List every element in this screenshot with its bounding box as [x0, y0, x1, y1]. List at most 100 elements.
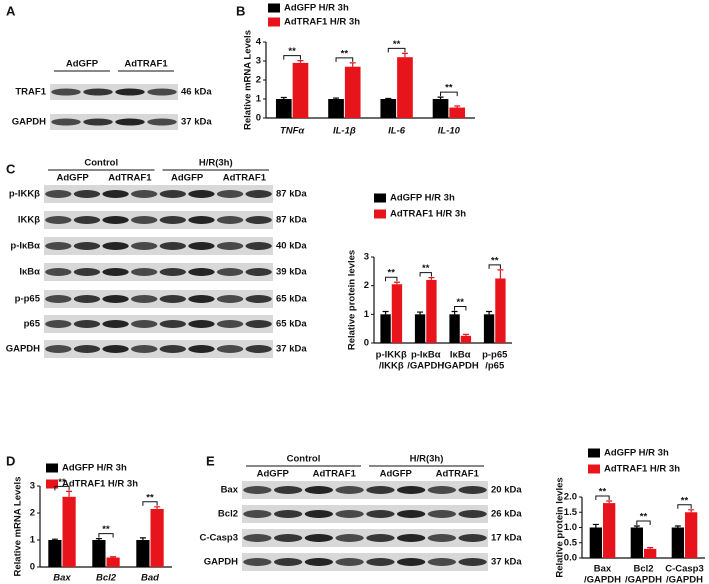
blot-band	[304, 558, 334, 566]
bar	[644, 548, 657, 558]
blot-band	[188, 190, 215, 198]
x-tick-label: /GAPDH	[407, 361, 444, 372]
bar	[603, 503, 616, 558]
blot-band	[245, 190, 272, 198]
blot-band	[159, 345, 186, 353]
bar	[62, 496, 76, 567]
significance-label: **	[102, 524, 110, 535]
protein-label: Bcl2	[218, 509, 238, 520]
blot-band	[147, 118, 177, 126]
significance-bracket	[142, 501, 158, 506]
protein-label: GAPDH	[6, 344, 40, 355]
bar	[685, 512, 698, 558]
blot-band	[131, 242, 158, 250]
blot-band	[188, 268, 215, 276]
blot-band	[159, 190, 186, 198]
blot-band	[304, 510, 334, 518]
blot-band	[102, 242, 129, 250]
blot-band	[102, 345, 129, 353]
error-bar	[454, 105, 461, 108]
legend-swatch	[46, 463, 58, 473]
legend-swatch	[46, 479, 58, 489]
blot-band	[188, 295, 215, 303]
legend-label: AdTRAF1 H/R 3h	[604, 464, 680, 475]
legend-label: AdGFP H/R 3h	[62, 463, 127, 474]
x-tick-label: Bcl2	[96, 573, 117, 584]
blot-band	[73, 268, 101, 276]
bar	[630, 527, 643, 558]
blot-background	[44, 211, 273, 229]
blot-band	[45, 216, 72, 224]
y-tick-label: 3	[256, 56, 261, 67]
x-tick-label: p-p65	[482, 350, 508, 361]
blot-band	[147, 88, 177, 96]
y-axis-label: Relative mRNA Levels	[243, 30, 254, 130]
blot-band	[396, 558, 426, 566]
blot-background	[50, 114, 178, 130]
blot-band	[216, 216, 244, 224]
blot-background	[44, 315, 273, 333]
blot-band	[45, 295, 72, 303]
blot-band	[51, 88, 81, 96]
blot-band	[45, 345, 72, 353]
error-bar	[417, 311, 424, 315]
error-bar	[154, 506, 161, 509]
significance-label: **	[393, 39, 401, 50]
error-bar	[647, 547, 654, 549]
blot-band	[273, 486, 303, 494]
bar	[426, 279, 437, 343]
bar	[380, 99, 397, 118]
size-label: 46 kDa	[181, 87, 212, 98]
blot-band	[216, 242, 244, 250]
blot-band	[335, 558, 364, 566]
x-tick-label: IκBα	[450, 350, 471, 361]
error-bar	[297, 60, 304, 63]
y-tick-label: 0	[256, 113, 261, 124]
blot-band	[273, 534, 303, 542]
x-tick-label: Bax	[53, 573, 71, 584]
y-tick-label: 0.0	[564, 553, 577, 564]
blot-band	[427, 486, 457, 494]
blot-band	[245, 320, 272, 328]
blot-band	[73, 345, 101, 353]
group-label: AdGFP	[66, 59, 99, 70]
blot-band	[45, 242, 72, 250]
size-label: 37 kDa	[181, 117, 212, 128]
group-label: Control	[84, 158, 118, 169]
error-bar	[51, 538, 58, 540]
blot-band	[245, 345, 272, 353]
error-bar	[66, 490, 73, 497]
significance-bracket	[454, 305, 467, 311]
blot-band	[458, 486, 487, 494]
blot-band	[216, 268, 244, 276]
blot-band	[458, 534, 487, 542]
bar	[380, 314, 391, 343]
y-tick-label: 3	[30, 481, 35, 492]
blot-band	[427, 558, 457, 566]
blot-band	[396, 486, 426, 494]
y-tick-label: 2	[256, 75, 261, 86]
blot-band	[245, 242, 272, 250]
y-tick-label: 0	[30, 562, 35, 573]
significance-label: **	[58, 477, 66, 488]
blot-band	[458, 558, 487, 566]
error-bar	[592, 523, 599, 528]
size-label: 65 kDa	[276, 319, 307, 330]
legend-swatch	[374, 193, 386, 203]
blot-band	[131, 295, 158, 303]
error-bar	[486, 310, 493, 315]
significance-bracket	[419, 272, 432, 277]
protein-label: IκBα	[19, 267, 40, 278]
bar	[483, 314, 495, 343]
bar	[391, 284, 403, 343]
blot-background	[242, 529, 488, 547]
protein-label: Bax	[221, 485, 239, 496]
y-axis-label: Relative protein levles	[555, 477, 566, 577]
panel-label: E	[206, 453, 215, 468]
bar	[275, 99, 292, 118]
significance-label: **	[640, 511, 648, 522]
blot-band	[73, 216, 101, 224]
size-label: 87 kDa	[276, 189, 307, 200]
error-bar	[382, 310, 389, 315]
blot-background	[50, 84, 178, 100]
